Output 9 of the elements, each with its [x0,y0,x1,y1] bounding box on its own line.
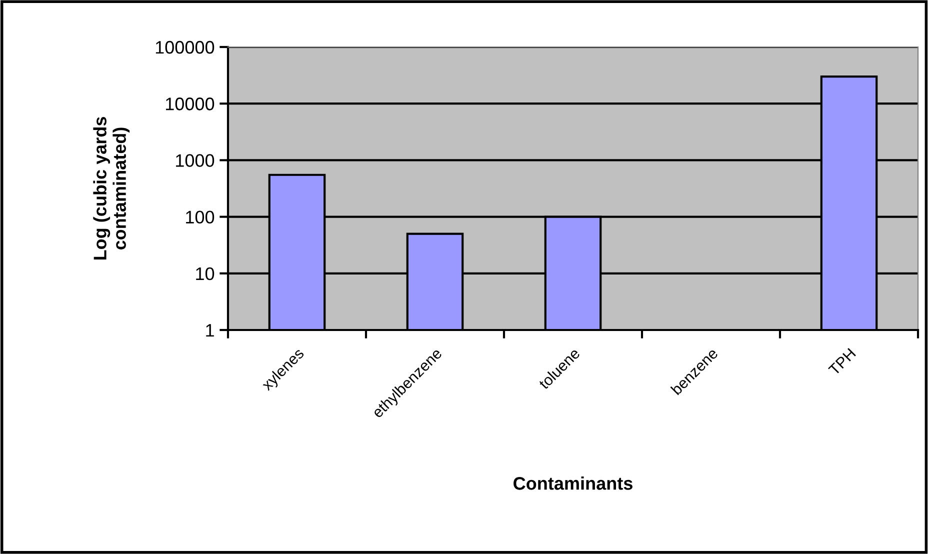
x-axis-title: Contaminants [514,476,632,490]
x-tick-label: TPH [828,348,856,376]
y-tick-label: 10 [196,267,214,280]
y-axis-title: Log (cubic yards contaminated) [93,117,130,260]
y-tick-label: 100000 [156,40,214,54]
y-tick-label: 1000 [176,154,214,167]
y-tick-label: 100 [186,210,214,224]
y-tick-label: 10000 [166,98,214,110]
y-tick-label: 1 [206,324,214,337]
